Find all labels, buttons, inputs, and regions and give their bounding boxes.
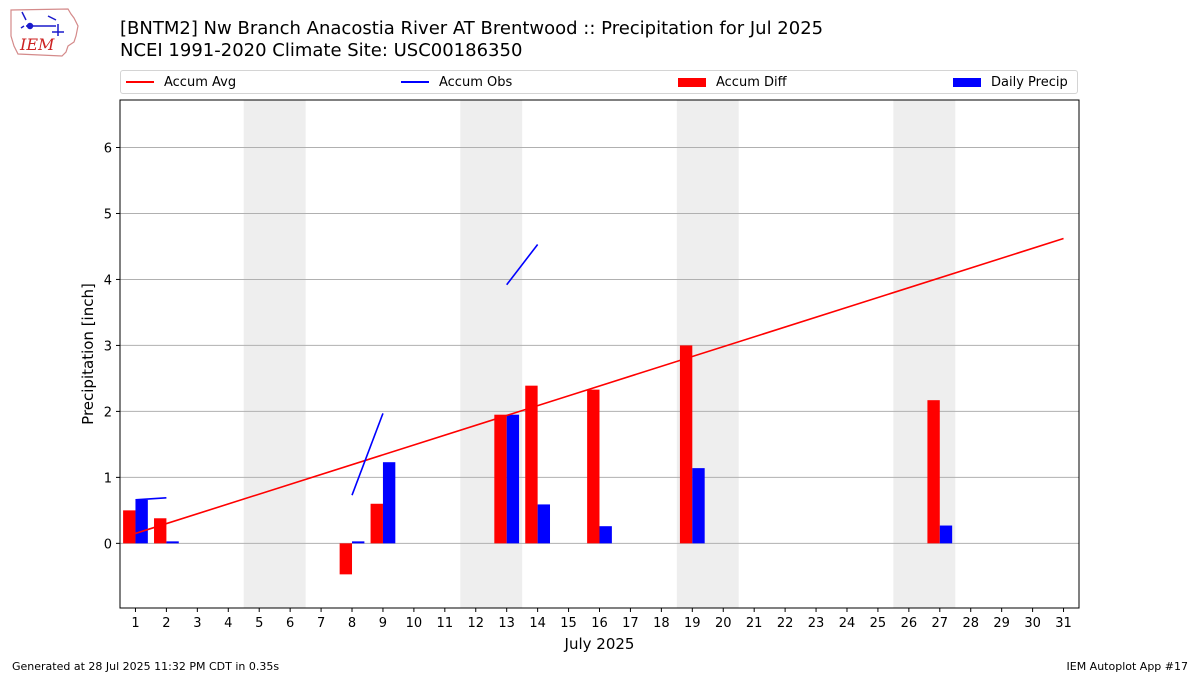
y-tick-label: 0 xyxy=(104,537,112,552)
y-tick-label: 4 xyxy=(104,273,112,288)
accum-avg-line xyxy=(135,237,1064,535)
x-tick-label: 10 xyxy=(406,616,423,631)
x-tick-label: 14 xyxy=(529,616,546,631)
daily-precip-bar xyxy=(939,525,953,544)
x-tick-label: 11 xyxy=(437,616,454,631)
legend-item-daily-precip: Daily Precip xyxy=(953,71,1068,93)
daily-precip-bar xyxy=(352,541,365,544)
x-tick-label: 28 xyxy=(962,616,979,631)
legend-swatch xyxy=(953,77,981,87)
legend-item-accum-diff: Accum Diff xyxy=(678,71,787,93)
generated-timestamp: Generated at 28 Jul 2025 11:32 PM CDT in… xyxy=(12,660,280,673)
x-tick-label: 2 xyxy=(162,616,170,631)
chart-title: [BNTM2] Nw Branch Anacostia River AT Bre… xyxy=(120,18,824,39)
x-tick-label: 20 xyxy=(715,616,732,631)
daily-precip-bar xyxy=(599,526,612,544)
daily-precip-bar xyxy=(537,504,551,544)
legend-item-accum-obs: Accum Obs xyxy=(401,71,512,93)
x-tick-label: 12 xyxy=(467,616,484,631)
legend-label: Accum Diff xyxy=(716,74,787,90)
x-tick-label: 6 xyxy=(286,616,294,631)
legend-swatch xyxy=(126,81,154,83)
weekend-shade xyxy=(893,100,956,608)
x-tick-label: 25 xyxy=(870,616,887,631)
chart-legend: Accum Avg Accum Obs Accum Diff Daily Precip xyxy=(120,70,1078,94)
accum-diff-bar xyxy=(927,400,940,544)
logo-text: IEM xyxy=(19,35,55,54)
x-tick-label: 3 xyxy=(193,616,201,631)
accum-obs-line xyxy=(351,413,384,496)
legend-label: Accum Obs xyxy=(439,74,513,90)
daily-precip-bar xyxy=(506,414,520,544)
y-tick-label: 3 xyxy=(104,339,112,354)
legend-label: Accum Avg xyxy=(164,74,237,90)
x-tick-label: 7 xyxy=(317,616,325,631)
accum-obs-line xyxy=(135,497,167,501)
legend-item-accum-avg: Accum Avg xyxy=(126,71,236,93)
daily-precip-bar xyxy=(135,499,148,544)
x-axis-label: July 2025 xyxy=(564,635,635,653)
x-tick-label: 4 xyxy=(224,616,232,631)
y-tick-label: 5 xyxy=(104,207,112,222)
x-tick-label: 29 xyxy=(993,616,1010,631)
accum-diff-bar xyxy=(339,543,353,575)
accum-diff-bar xyxy=(525,385,538,544)
accum-obs-line xyxy=(506,243,539,286)
weekend-shade xyxy=(243,100,306,608)
x-tick-label: 27 xyxy=(932,616,949,631)
x-tick-label: 21 xyxy=(746,616,763,631)
y-tick-label: 6 xyxy=(104,142,112,157)
accum-diff-bar xyxy=(154,518,167,544)
x-tick-label: 24 xyxy=(839,616,856,631)
y-tick-label: 2 xyxy=(104,405,112,420)
x-tick-label: 23 xyxy=(808,616,825,631)
app-credit: IEM Autoplot App #17 xyxy=(1066,660,1189,673)
x-tick-label: 5 xyxy=(255,616,263,631)
x-tick-label: 16 xyxy=(591,616,608,631)
x-tick-label: 15 xyxy=(560,616,577,631)
y-axis-label: Precipitation [inch] xyxy=(79,283,97,425)
x-tick-label: 9 xyxy=(379,616,387,631)
accum-diff-bar xyxy=(123,510,136,544)
daily-precip-bar xyxy=(692,468,705,544)
x-tick-label: 13 xyxy=(498,616,515,631)
weather-station-icon xyxy=(20,11,64,36)
x-tick-label: 17 xyxy=(622,616,639,631)
x-tick-label: 19 xyxy=(684,616,701,631)
legend-swatch xyxy=(678,77,706,87)
accum-diff-bar xyxy=(587,389,600,544)
chart-subtitle: NCEI 1991-2020 Climate Site: USC00186350 xyxy=(120,40,523,61)
x-tick-label: 22 xyxy=(777,616,794,631)
y-tick-label: 1 xyxy=(104,471,112,486)
iowa-outline-icon xyxy=(10,8,79,57)
daily-precip-bar xyxy=(166,541,179,544)
legend-swatch xyxy=(401,81,429,83)
daily-precip-bar xyxy=(382,462,396,544)
accum-diff-bar xyxy=(370,503,383,544)
x-tick-label: 30 xyxy=(1024,616,1041,631)
accum-diff-bar xyxy=(494,414,507,544)
accum-diff-bar xyxy=(679,345,693,544)
x-tick-label: 1 xyxy=(131,616,139,631)
x-tick-label: 31 xyxy=(1055,616,1072,631)
x-tick-label: 18 xyxy=(653,616,670,631)
legend-label: Daily Precip xyxy=(991,74,1068,90)
iem-logo: IEM xyxy=(10,8,79,57)
x-tick-label: 26 xyxy=(901,616,918,631)
x-tick-label: 8 xyxy=(348,616,356,631)
